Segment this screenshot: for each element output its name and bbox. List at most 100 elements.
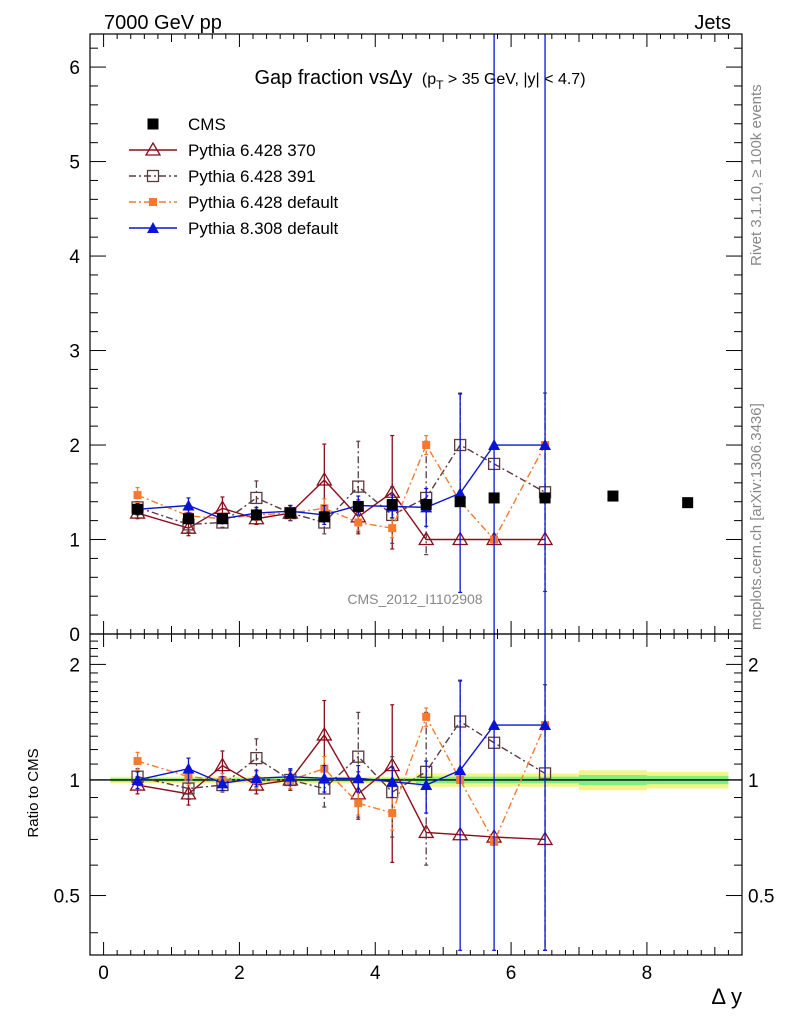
ratio-data-point xyxy=(352,772,365,784)
ratio-panel-series xyxy=(129,634,554,951)
ratio-ylabel: Ratio to CMS xyxy=(25,748,42,837)
x-tick-label: 8 xyxy=(642,963,653,984)
ratio-data-point xyxy=(250,772,263,784)
series-line xyxy=(137,444,546,526)
legend: CMS Pythia 6.428 370 Pythia 6.428 391 Pythi… xyxy=(129,115,339,238)
y-tick-label: 0 xyxy=(69,625,80,646)
y-tick-label: 2 xyxy=(69,436,80,457)
y-tick-label: 3 xyxy=(69,342,80,363)
data-point xyxy=(250,491,263,505)
data-point xyxy=(133,491,142,500)
x-tick-label: 0 xyxy=(98,963,109,984)
xlabel: Δ y xyxy=(711,984,742,1009)
ratio-data-point xyxy=(316,726,333,741)
series-line xyxy=(137,444,546,520)
data-point xyxy=(354,518,363,527)
data-point xyxy=(682,497,694,509)
legend-entry: CMS xyxy=(147,115,226,134)
ratio-series-line xyxy=(137,715,546,844)
legend-label: Pythia 8.308 default xyxy=(188,219,339,238)
ratio-y-tick-label-right: 1 xyxy=(748,771,759,792)
data-point xyxy=(250,509,262,521)
data-point xyxy=(539,439,552,451)
y-tick-label: 6 xyxy=(69,58,80,79)
data-point xyxy=(352,500,364,512)
chart-title: Gap fraction vsΔy (pT > 35 GeV, |y| < 4.… xyxy=(254,67,585,92)
series-cms xyxy=(132,490,694,525)
ratio-y-tick-label: 1 xyxy=(69,771,80,792)
data-point xyxy=(180,519,197,534)
y-tick-label: 5 xyxy=(69,153,80,174)
ratio-data-point xyxy=(131,773,144,785)
x-tick-label: 2 xyxy=(234,963,245,984)
data-point xyxy=(420,499,432,511)
data-point xyxy=(318,511,330,523)
header-left: 7000 GeV pp xyxy=(104,12,222,34)
ratio-data-point xyxy=(386,775,399,787)
chart-title-sub-index: T xyxy=(436,78,444,92)
analysis-id: CMS_2012_I1102908 xyxy=(347,591,482,607)
ratio-data-point xyxy=(318,772,331,784)
data-point xyxy=(539,492,551,504)
legend-entry: Pythia 8.308 default xyxy=(129,219,339,238)
ratio-data-point xyxy=(354,799,363,808)
ratio-data-point xyxy=(388,809,397,818)
x-tick-label: 4 xyxy=(370,963,381,984)
y-tick-label: 4 xyxy=(69,247,80,268)
ratio-data-point xyxy=(248,776,265,791)
ratio-series-line xyxy=(137,724,546,786)
side-text-bottom: mcplots.cern.ch [arXiv:1306.3436] xyxy=(748,403,765,630)
x-tick-label: 6 xyxy=(506,963,517,984)
y-tick-label: 1 xyxy=(69,531,80,552)
data-point xyxy=(182,513,194,525)
series-pythia-6-428-391 xyxy=(131,392,552,593)
ratio-y-tick-label: 0.5 xyxy=(54,887,80,908)
data-point xyxy=(182,499,195,511)
legend-entry: Pythia 6.428 default xyxy=(129,193,339,212)
ratio-data-point xyxy=(454,764,467,776)
legend-label: Pythia 6.428 370 xyxy=(188,141,316,160)
data-point xyxy=(284,507,296,519)
ratio-series-pythia-6-428-391 xyxy=(131,679,552,951)
ratio-data-point xyxy=(250,751,263,765)
data-point xyxy=(216,513,228,525)
data-point xyxy=(607,490,619,502)
data-point xyxy=(488,439,501,451)
ratio-data-point xyxy=(488,719,501,731)
data-point xyxy=(316,471,333,486)
ratio-y-tick-label: 2 xyxy=(69,655,80,676)
data-point xyxy=(422,441,431,450)
data-point xyxy=(454,487,467,499)
series-pythia-6-428-default xyxy=(133,434,550,544)
data-point xyxy=(418,531,435,546)
ratio-data-point xyxy=(214,757,231,772)
ratio-series-pythia-8-308-default xyxy=(131,634,552,951)
ratio-data-point xyxy=(284,770,297,782)
legend-marker xyxy=(144,141,162,156)
ratio-data-point xyxy=(422,712,431,721)
ratio-data-point xyxy=(182,782,195,795)
legend-entry: Pythia 6.428 391 xyxy=(129,167,316,186)
side-text-top: Rivet 3.1.10, ≥ 100k events xyxy=(748,84,765,266)
ratio-data-point xyxy=(133,757,142,766)
data-point xyxy=(388,524,397,533)
ratio-y-tick-label-right: 0.5 xyxy=(748,887,774,908)
ratio-data-point xyxy=(216,777,229,789)
ratio-y-tick-label-right: 2 xyxy=(748,655,759,676)
legend-marker xyxy=(146,169,160,183)
header-right: Jets xyxy=(694,12,731,34)
chart-title-cut: > 35 GeV, |y| < 4.7) xyxy=(443,71,585,88)
main-panel-series xyxy=(129,34,694,634)
legend-marker xyxy=(147,222,159,233)
data-point xyxy=(454,496,466,508)
legend-label: Pythia 6.428 391 xyxy=(188,167,316,186)
data-point xyxy=(488,492,500,504)
chart-title-sub: (p xyxy=(422,71,436,88)
legend-marker xyxy=(147,118,159,130)
data-point xyxy=(352,480,365,493)
axes: 0 2 4 6 8 0 1 2 3 4 5 6 0.5 0.5 1 1 2 2 xyxy=(54,33,774,984)
legend-label: Pythia 6.428 default xyxy=(188,193,339,212)
ratio-data-point xyxy=(352,750,365,763)
legend-label: CMS xyxy=(188,115,226,134)
